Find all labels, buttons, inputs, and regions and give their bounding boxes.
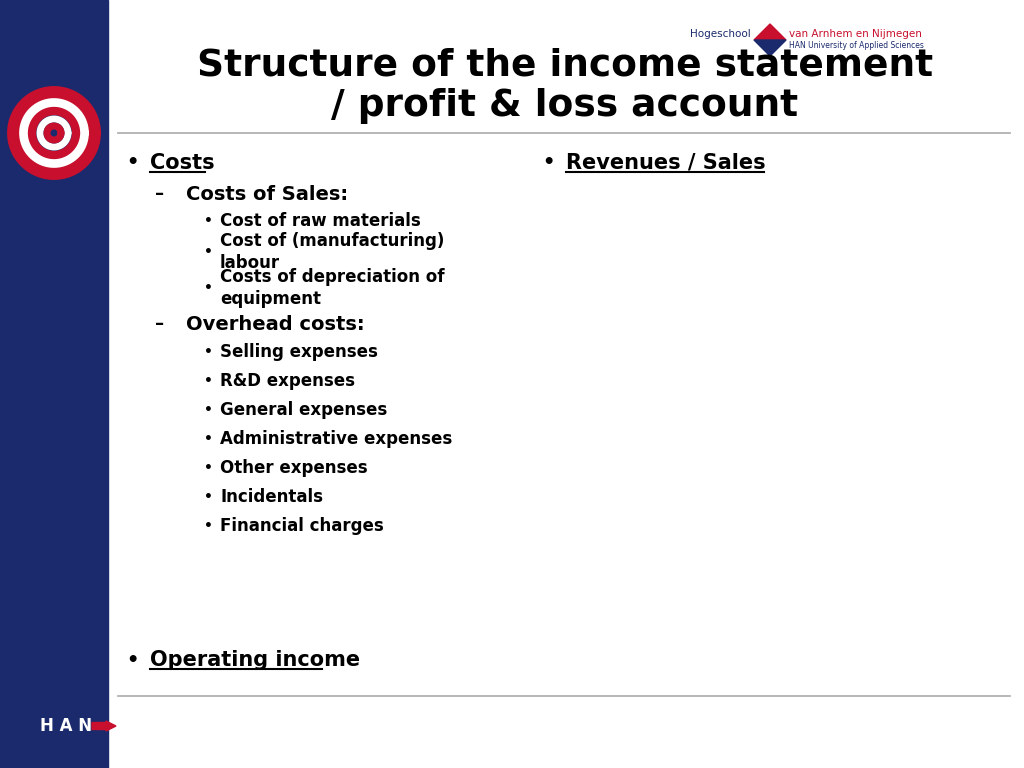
- Text: •: •: [204, 374, 212, 388]
- Text: Costs: Costs: [150, 153, 215, 173]
- Text: •: •: [542, 154, 554, 173]
- Text: Cost of (manufacturing)
labour: Cost of (manufacturing) labour: [220, 231, 444, 273]
- Text: Structure of the income statement: Structure of the income statement: [197, 47, 933, 83]
- Text: / profit & loss account: / profit & loss account: [332, 88, 799, 124]
- Text: Costs of depreciation of
equipment: Costs of depreciation of equipment: [220, 267, 444, 309]
- Text: Operating income: Operating income: [150, 650, 360, 670]
- Text: Cost of raw materials: Cost of raw materials: [220, 212, 421, 230]
- Text: R&D expenses: R&D expenses: [220, 372, 355, 390]
- Text: –: –: [156, 185, 165, 203]
- Text: •: •: [204, 245, 212, 259]
- Text: Incidentals: Incidentals: [220, 488, 323, 506]
- Text: Costs of Sales:: Costs of Sales:: [186, 184, 348, 204]
- FancyArrow shape: [92, 721, 116, 731]
- Text: •: •: [126, 154, 138, 173]
- Text: •: •: [204, 490, 212, 504]
- Text: Administrative expenses: Administrative expenses: [220, 430, 453, 448]
- Polygon shape: [754, 24, 786, 40]
- Text: Financial charges: Financial charges: [220, 517, 384, 535]
- Text: •: •: [204, 403, 212, 417]
- Text: Hogeschool: Hogeschool: [690, 29, 751, 39]
- Text: –: –: [156, 315, 165, 333]
- Text: van Arnhem en Nijmegen: van Arnhem en Nijmegen: [790, 29, 922, 39]
- Text: •: •: [204, 281, 212, 295]
- Text: •: •: [204, 519, 212, 533]
- Text: •: •: [204, 345, 212, 359]
- Text: •: •: [204, 214, 212, 228]
- Text: General expenses: General expenses: [220, 401, 387, 419]
- Text: •: •: [126, 650, 138, 670]
- Bar: [0, 0, 108, 768]
- Text: •: •: [204, 432, 212, 446]
- Text: H A N: H A N: [40, 717, 92, 735]
- Text: Overhead costs:: Overhead costs:: [186, 315, 365, 333]
- Text: Selling expenses: Selling expenses: [220, 343, 378, 361]
- Text: Other expenses: Other expenses: [220, 459, 368, 477]
- Text: •: •: [204, 461, 212, 475]
- Text: HAN University of Applied Sciences: HAN University of Applied Sciences: [790, 41, 924, 51]
- Polygon shape: [754, 40, 786, 56]
- Text: Revenues / Sales: Revenues / Sales: [566, 153, 766, 173]
